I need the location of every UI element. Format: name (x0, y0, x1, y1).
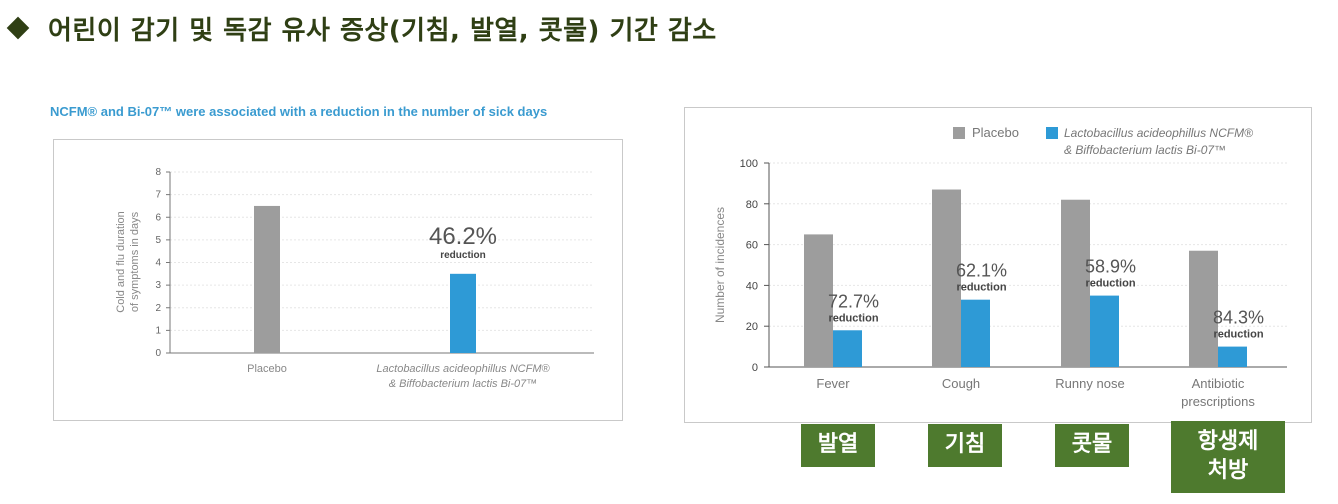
legend-probiotic-label: Lactobacillus acideophillus NCFM® (1064, 126, 1253, 140)
probiotic-bar (1218, 346, 1247, 367)
y-tick-label: 8 (155, 167, 161, 178)
x-tick-label: Placebo (247, 363, 287, 375)
y-tick-label: 20 (746, 321, 758, 333)
badge-fever: 발열 (801, 424, 875, 467)
y-tick-label: 40 (746, 280, 758, 292)
incidences-chart: 020406080100Fever72.7%reductionCough62.1… (713, 125, 1287, 409)
reduction-word-label: reduction (1085, 278, 1135, 290)
badge-runny-nose: 콧물 (1055, 424, 1129, 467)
y-tick-label: 80 (746, 199, 758, 211)
sick-days-chart-panel: 0 1 2 3 4 5 6 7 8 Placebo Lactobacillus acideophil… (53, 139, 623, 421)
reduction-word-label: reduction (440, 250, 486, 261)
x-tick-label: prescriptions (1181, 394, 1255, 409)
y-axis-label: Number of incidences (713, 207, 727, 323)
reduction-percent-label: 46.2% (429, 223, 497, 250)
incidences-chart-panel: 0 20 40 60 80 100 Fever 72.7% reduction Cough 62.1… (684, 107, 1312, 423)
reduction-word-label: reduction (828, 312, 878, 324)
reduction-word-label: reduction (1213, 329, 1263, 341)
reduction-percent-label: 58.9% (1085, 257, 1136, 277)
bar (254, 205, 280, 353)
badge-antibiotic-prescription: 항생제 처방 (1171, 421, 1285, 493)
y-axis-label-text: Number of incidences (713, 207, 727, 323)
probiotic-bar (961, 299, 990, 367)
y-tick-label: 4 (155, 258, 161, 269)
x-tick-label: Antibiotic (1192, 376, 1245, 391)
page-heading: 어린이 감기 및 독감 유사 증상(기침, 발열, 콧물) 기간 감소 (6, 8, 717, 48)
placebo-bar (1189, 250, 1218, 367)
left-chart-title: NCFM® and Bi-07™ were associated with a … (50, 104, 548, 119)
y-tick-label: 1 (155, 325, 161, 336)
y-tick-label: 0 (752, 362, 758, 374)
y-tick-label: 6 (155, 212, 161, 223)
badge-cough: 기침 (928, 424, 1002, 467)
y-axis-label-line: of symptoms in days (129, 211, 141, 312)
legend-placebo-label: Placebo (972, 125, 1019, 140)
y-tick-label: 2 (155, 303, 161, 314)
x-tick-label: Fever (816, 376, 850, 391)
x-tick-label: Lactobacillus acideophillus NCFM® (376, 363, 550, 375)
y-tick-label: 3 (155, 280, 161, 291)
x-tick-label: Runny nose (1055, 376, 1124, 391)
placebo-bar (1061, 199, 1090, 367)
probiotic-bar (1090, 295, 1119, 367)
y-tick-label: 7 (155, 190, 161, 201)
x-tick-label: Cough (942, 376, 980, 391)
y-tick-label: 60 (746, 240, 758, 252)
diamond-bullet-icon (6, 16, 30, 40)
legend-probiotic-swatch (1046, 127, 1058, 139)
y-tick-label: 0 (155, 348, 161, 359)
reduction-word-label: reduction (956, 282, 1006, 294)
y-tick-label: 5 (155, 235, 161, 246)
placebo-bar (804, 234, 833, 367)
bar (450, 273, 476, 353)
legend-probiotic-label: & Biffobacterium lactis Bi-07™ (1064, 143, 1226, 157)
x-tick-label: & Biffobacterium lactis Bi-07™ (389, 378, 538, 390)
reduction-percent-label: 62.1% (956, 261, 1007, 281)
legend-placebo-swatch (953, 127, 965, 139)
placebo-bar (932, 189, 961, 367)
y-tick-label: 100 (740, 158, 758, 170)
page-title: 어린이 감기 및 독감 유사 증상(기침, 발열, 콧물) 기간 감소 (48, 15, 717, 46)
reduction-percent-label: 72.7% (828, 291, 879, 311)
y-axis-label: Cold and flu duration of symptoms in days (115, 211, 141, 313)
sick-days-chart: 0 1 2 3 4 5 6 7 8 Placebo Lactobacillus acideophil… (115, 167, 594, 390)
probiotic-bar (833, 330, 862, 367)
reduction-percent-label: 84.3% (1213, 308, 1264, 328)
y-axis-label-line: Cold and flu duration (115, 211, 127, 313)
